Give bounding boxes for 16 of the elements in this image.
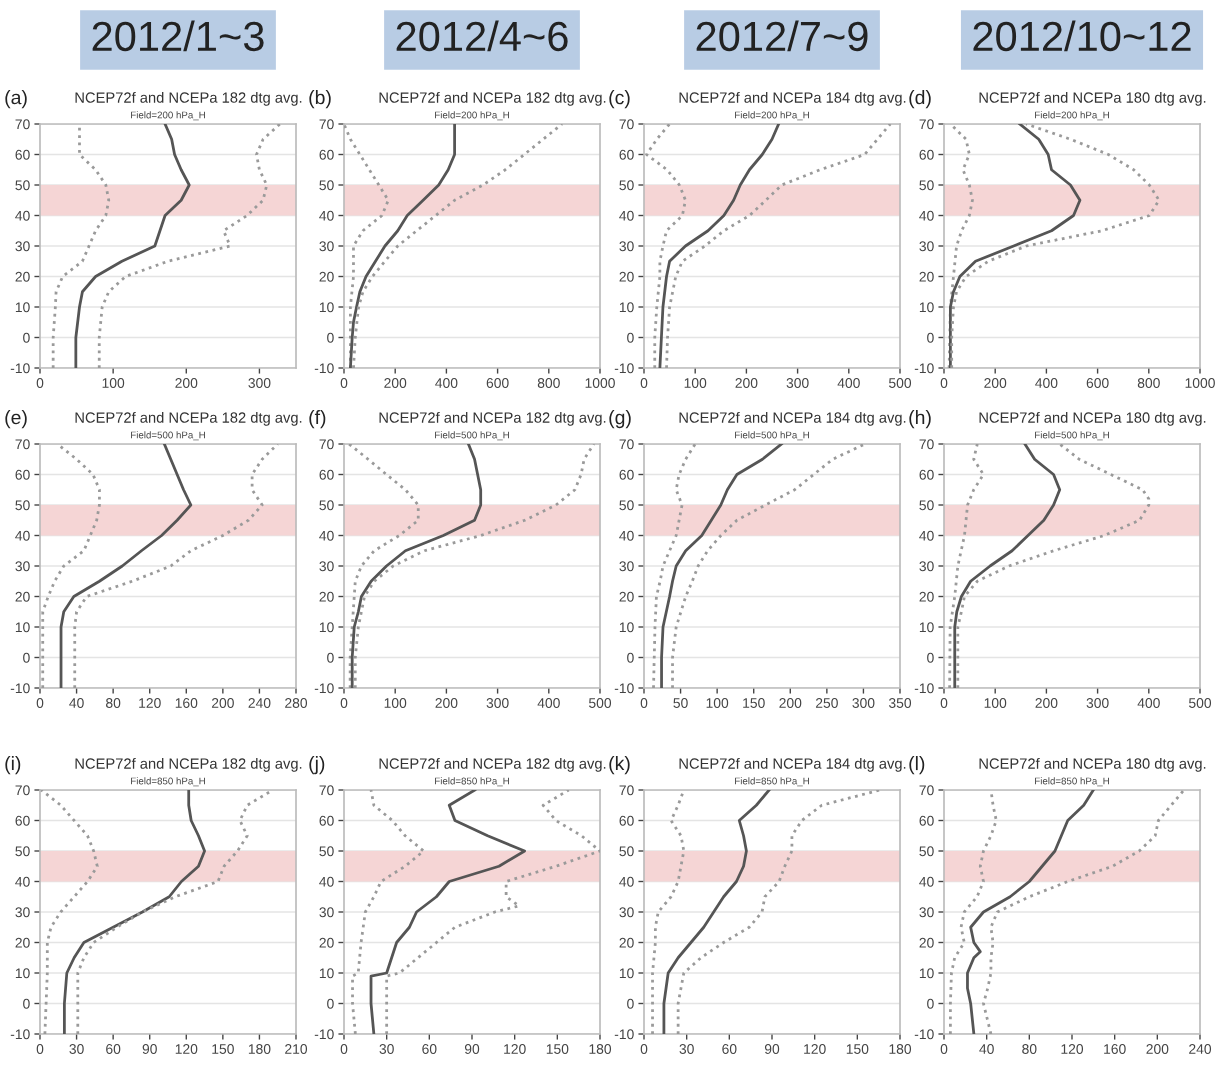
text: (h) [909,410,931,429]
text: 2012/1~3 [92,20,264,52]
text: (j) [309,756,325,775]
text: (l) [909,756,925,775]
text: (f) [309,410,326,429]
text: (b) [309,90,331,109]
text: (i) [5,756,21,775]
text: (k) [609,756,630,775]
text: (e) [5,410,27,429]
text: (a) [5,90,27,109]
text: 2012/4~6 [396,20,568,52]
text: (c) [609,90,630,109]
text: (d) [909,90,931,109]
text: (g) [609,410,631,429]
text: 2012/7~9 [696,20,868,52]
text: 2012/10~12 [973,20,1191,52]
